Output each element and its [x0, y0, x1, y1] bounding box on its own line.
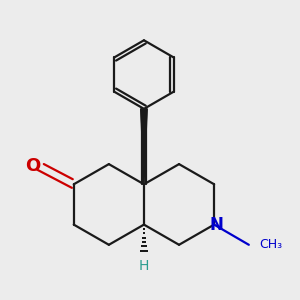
- Text: O: O: [26, 157, 41, 175]
- Text: N: N: [209, 216, 223, 234]
- Text: H: H: [139, 259, 149, 273]
- Polygon shape: [141, 109, 147, 184]
- Text: CH₃: CH₃: [259, 238, 282, 251]
